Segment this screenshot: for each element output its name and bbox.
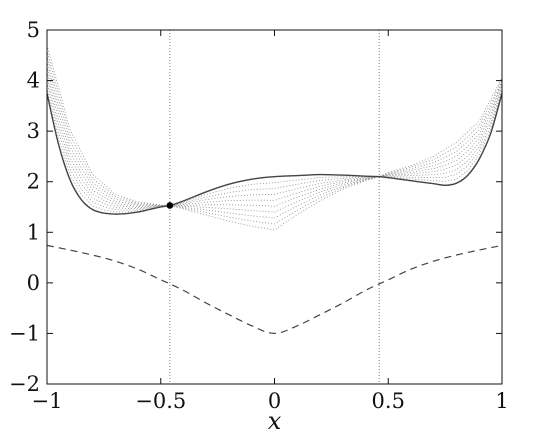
x-tick-label: 0 xyxy=(268,389,281,413)
dotted-curve-family xyxy=(46,45,503,231)
y-tick-label: 4 xyxy=(27,69,40,93)
dashed-curve xyxy=(46,244,503,335)
dotted-curve xyxy=(46,77,503,210)
dotted-curve xyxy=(46,66,503,207)
x-tick-labels: −1 −0.5 0 0.5 1 xyxy=(32,389,509,413)
dotted-curve xyxy=(46,71,503,209)
dotted-curve xyxy=(46,87,503,213)
vertical-reference-lines xyxy=(169,30,380,384)
dotted-curve xyxy=(46,61,503,213)
dotted-curve xyxy=(46,45,503,231)
marked-point xyxy=(166,202,174,209)
x-tick-label: 0.5 xyxy=(372,389,405,413)
x-tick-label: −0.5 xyxy=(135,389,186,413)
axis-ticks xyxy=(46,29,503,385)
y-tick-label: 2 xyxy=(27,170,40,194)
y-tick-label: −2 xyxy=(9,372,40,396)
dotted-curve xyxy=(46,82,503,211)
plot-frame xyxy=(46,29,503,385)
y-tick-labels: 5 4 3 2 1 0 −1 −2 xyxy=(9,18,40,396)
dotted-curve xyxy=(46,55,503,219)
marked-point-group xyxy=(166,202,174,209)
solid-curve xyxy=(46,93,503,215)
series-lines xyxy=(46,93,503,335)
y-tick-label: −1 xyxy=(9,321,40,345)
y-tick-label: 3 xyxy=(27,119,40,143)
x-tick-label: 1 xyxy=(495,389,508,413)
y-tick-label: 0 xyxy=(27,271,40,295)
x-axis-label: x xyxy=(268,407,282,435)
y-tick-label: 1 xyxy=(27,220,40,244)
y-tick-label: 5 xyxy=(27,18,40,42)
dotted-curve xyxy=(46,50,503,225)
dotted-curve xyxy=(46,93,503,215)
x-tick-label: −1 xyxy=(32,389,63,413)
